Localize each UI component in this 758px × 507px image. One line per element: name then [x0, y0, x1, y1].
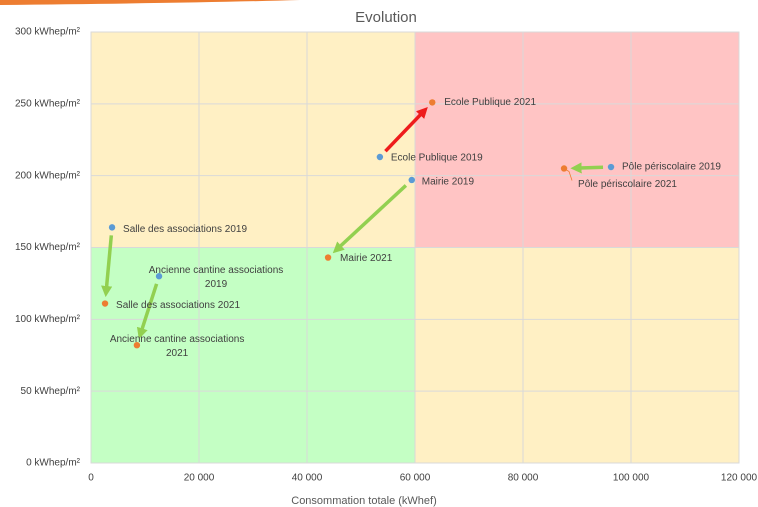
- arrow: [332, 184, 408, 254]
- point: [324, 254, 332, 261]
- y-tick-label: 50 kWhep/m²: [21, 386, 81, 397]
- point: [607, 163, 615, 171]
- point-label: Mairie 2021: [340, 253, 393, 264]
- point-label: Pôle périscolaire 2021: [578, 179, 677, 190]
- x-tick-label: 0: [88, 473, 94, 484]
- point: [429, 99, 436, 106]
- y-tick-label: 250 kWhep/m²: [15, 98, 81, 109]
- y-tick-label: 0 kWhep/m²: [26, 458, 81, 469]
- label-line: Ancienne cantine associations: [149, 265, 284, 276]
- quadrant: [415, 32, 739, 248]
- chart-title: Evolution: [355, 9, 417, 26]
- x-tick-label: 120 000: [721, 473, 758, 484]
- x-tick-label: 100 000: [613, 473, 650, 484]
- quadrant: [415, 247, 739, 463]
- arrow: [570, 162, 604, 174]
- point: [108, 224, 116, 231]
- y-tick-label: 150 kWhep/m²: [15, 242, 81, 253]
- y-tick-label: 100 kWhep/m²: [15, 314, 81, 325]
- point-label: Salle des associations 2019: [123, 224, 247, 235]
- y-tick-label: 300 kWhep/m²: [15, 27, 81, 38]
- x-tick-label: 60 000: [400, 473, 431, 484]
- point-label: Mairie 2019: [422, 177, 475, 188]
- y-tick-label: 200 kWhep/m²: [15, 170, 81, 181]
- arrow: [101, 235, 114, 298]
- x-axis-title: Consommation totale (kWhef): [291, 495, 437, 507]
- point-label: Pôle périscolaire 2019: [622, 162, 721, 173]
- point-label: Ancienne cantine associations 2019: [149, 265, 284, 290]
- header-stripe: [0, 0, 300, 5]
- label-line: Ancienne cantine associations: [110, 334, 245, 345]
- arrow: [136, 283, 159, 340]
- arrow: [384, 107, 428, 153]
- x-tick-label: 20 000: [184, 473, 215, 484]
- point: [376, 153, 384, 161]
- x-tick-label: 80 000: [508, 473, 539, 484]
- plot-border: [90, 31, 740, 464]
- quadrant: [91, 32, 415, 248]
- point: [101, 300, 109, 307]
- point-label: Ecole Publique 2019: [391, 153, 483, 164]
- point: [408, 176, 415, 184]
- quadrant: [91, 247, 415, 463]
- point: [155, 273, 163, 280]
- point-label: Ancienne cantine associations 2021: [110, 334, 245, 359]
- label-line: 2019: [205, 279, 228, 290]
- point-label: Ecole Publique 2021: [444, 97, 536, 108]
- point-label: Salle des associations 2021: [116, 300, 240, 311]
- x-tick-label: 40 000: [292, 473, 323, 484]
- point: [133, 341, 141, 349]
- leader-line: [563, 168, 573, 181]
- label-line: 2021: [166, 348, 189, 359]
